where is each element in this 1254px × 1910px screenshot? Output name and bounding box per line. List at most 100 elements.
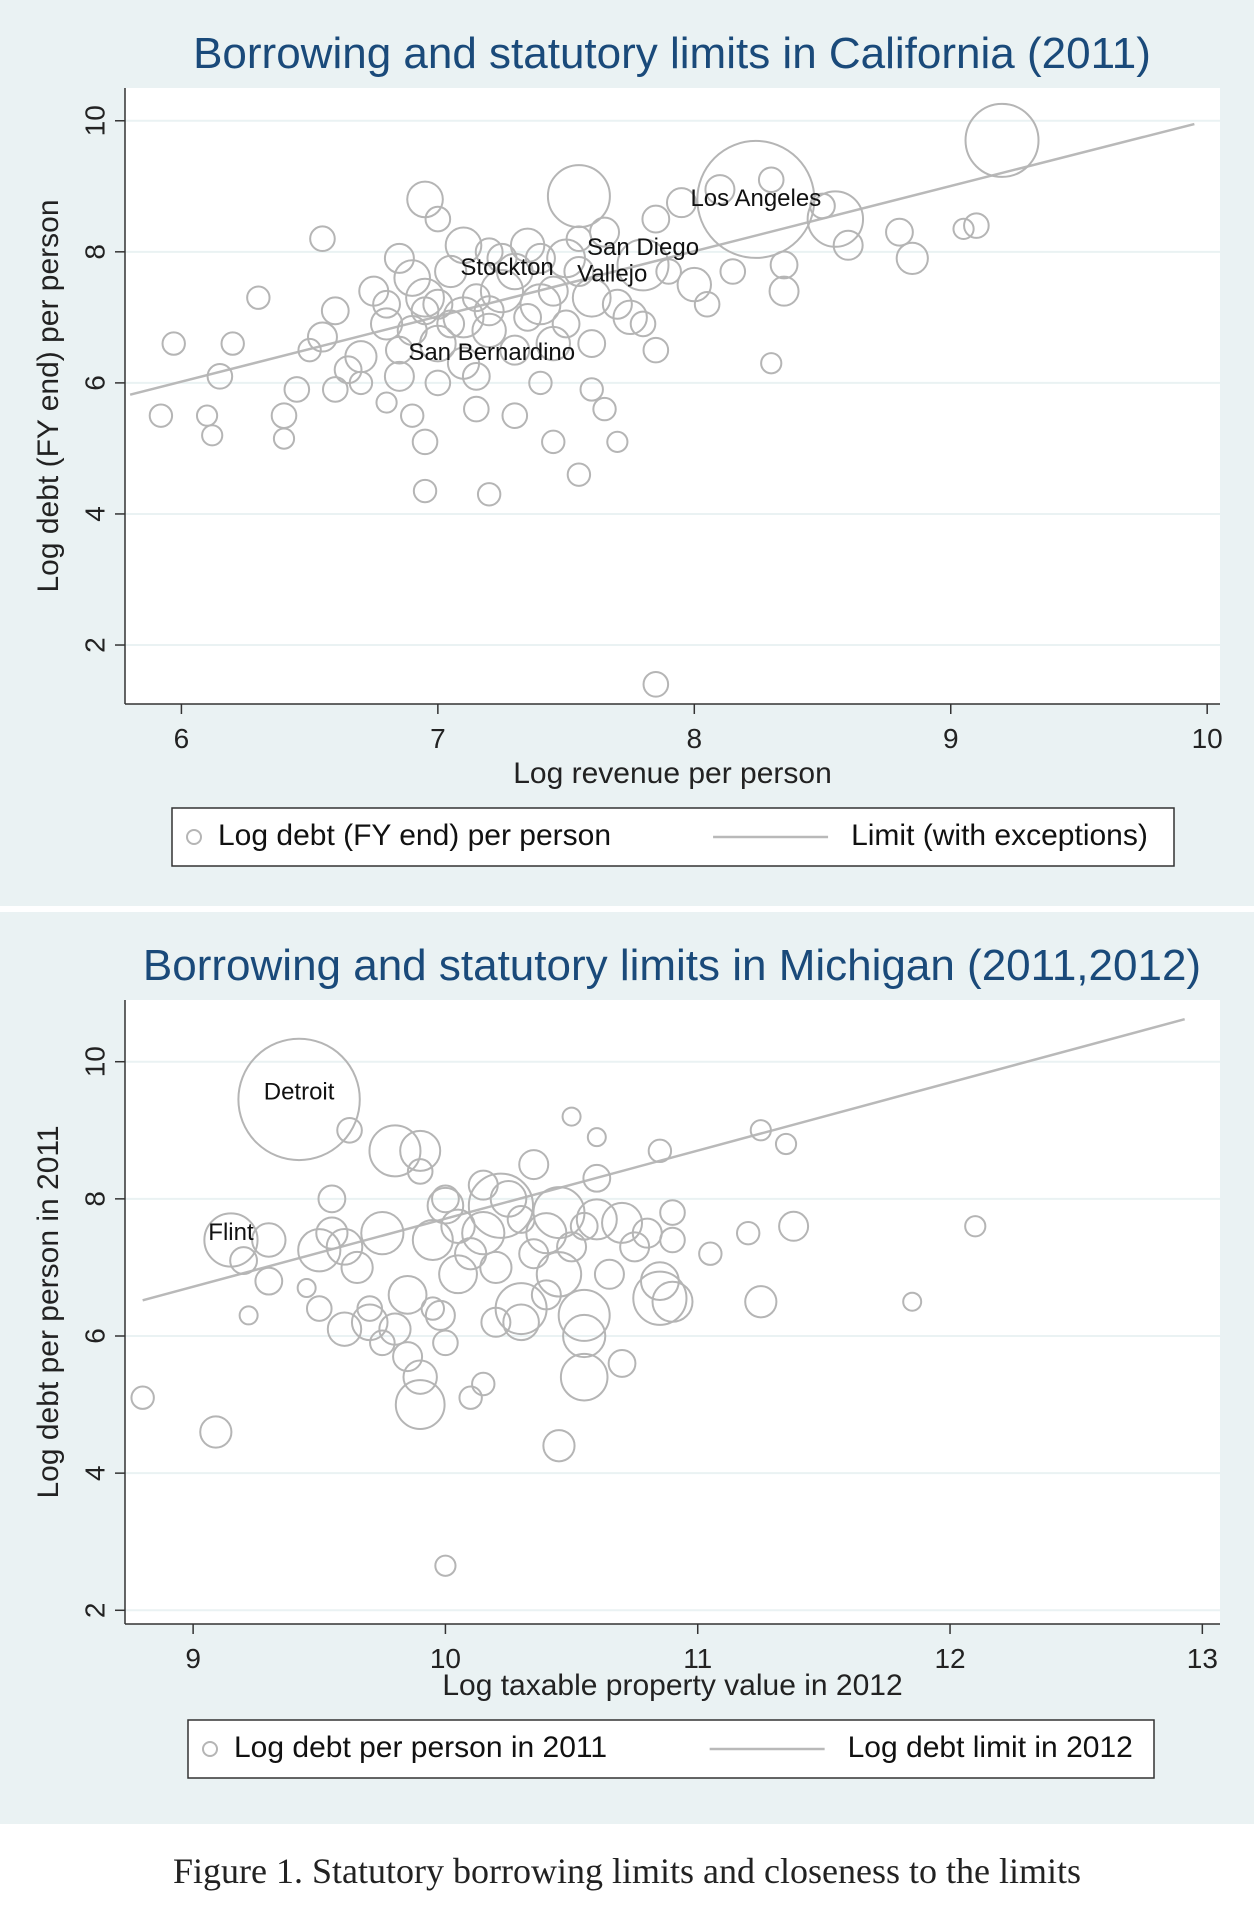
- data-point: [518, 1238, 550, 1270]
- data-point: [461, 361, 491, 391]
- data-point: [206, 363, 234, 390]
- data-point: [502, 1303, 540, 1342]
- data-point: [297, 1228, 342, 1273]
- data-point: [744, 1285, 778, 1319]
- data-point: [719, 258, 747, 285]
- legend-entry: Log debt (FY end) per person: [218, 819, 611, 852]
- point-annotation: Vallejo: [577, 260, 647, 287]
- data-point: [220, 331, 245, 356]
- data-point: [411, 1219, 454, 1261]
- data-point: [384, 335, 414, 365]
- point-annotation: Stockton: [460, 254, 553, 281]
- figure-caption: Figure 1. Statutory borrowing limits and…: [173, 1851, 1081, 1891]
- data-point: [832, 229, 864, 261]
- point-annotation: San Diego: [587, 234, 699, 261]
- data-point: [757, 166, 785, 194]
- data-point: [513, 302, 543, 332]
- data-point: [647, 1138, 673, 1164]
- data-point: [655, 258, 682, 285]
- data-point: [641, 204, 671, 234]
- x-axis-label: Log revenue per person: [513, 757, 832, 790]
- y-tick-label: 10: [79, 105, 110, 136]
- data-point: [528, 370, 553, 396]
- data-point: [405, 277, 445, 318]
- data-point: [735, 1220, 761, 1246]
- data-point: [426, 1186, 465, 1225]
- data-point: [486, 242, 518, 274]
- data-point: [592, 396, 617, 422]
- data-point: [542, 1429, 576, 1463]
- data-point: [315, 1216, 349, 1250]
- data-point: [461, 283, 491, 313]
- x-tick-label: 13: [1187, 1643, 1218, 1674]
- data-point: [306, 321, 338, 353]
- data-point: [575, 1198, 618, 1241]
- data-point: [440, 1208, 476, 1244]
- legend-entry: Log debt limit in 2012: [848, 1731, 1133, 1764]
- data-point: [246, 285, 271, 310]
- data-point: [251, 1222, 287, 1258]
- data-point: [336, 1116, 363, 1144]
- data-point: [566, 462, 592, 487]
- data-point: [557, 1288, 611, 1342]
- x-tick-label: 11: [683, 1643, 712, 1674]
- data-point: [506, 1205, 536, 1234]
- data-point: [499, 334, 531, 366]
- data-point: [616, 238, 670, 292]
- data-point: [749, 1119, 772, 1142]
- y-tick-label: 10: [79, 1046, 110, 1077]
- data-point: [199, 1415, 233, 1449]
- y-axis-label: Log debt per person in 2011: [32, 1125, 65, 1498]
- data-point: [778, 1210, 810, 1242]
- limit-line: [142, 1017, 1186, 1302]
- legend-marker-circle: [186, 829, 202, 845]
- data-point: [501, 402, 529, 429]
- data-point: [305, 1295, 333, 1322]
- data-point: [964, 102, 1040, 178]
- data-point: [394, 1379, 446, 1430]
- data-point: [424, 369, 452, 397]
- point-annotation: Detroit: [264, 1078, 335, 1105]
- data-point: [561, 1106, 582, 1127]
- limit-line: [129, 122, 1195, 396]
- data-point: [411, 428, 439, 456]
- data-point: [651, 1280, 694, 1323]
- x-tick-label: 12: [934, 1643, 965, 1674]
- data-point: [524, 242, 556, 274]
- data-point: [607, 1349, 637, 1378]
- plot-area: [125, 88, 1220, 704]
- data-point: [471, 1371, 496, 1397]
- x-tick-label: 8: [687, 723, 703, 754]
- legend-entry: Log debt per person in 2011: [234, 1731, 607, 1764]
- data-point: [434, 1554, 457, 1577]
- data-point: [696, 139, 816, 259]
- data-point: [467, 1172, 535, 1239]
- data-point: [431, 1184, 460, 1214]
- data-point: [642, 671, 670, 698]
- data-point: [320, 296, 350, 326]
- data-point: [375, 391, 398, 414]
- data-point: [372, 289, 401, 319]
- data-point: [537, 275, 569, 307]
- x-tick-label: 9: [185, 1643, 201, 1674]
- point-annotation: Flint: [208, 1219, 254, 1246]
- data-point: [340, 1250, 374, 1285]
- y-tick-label: 4: [79, 506, 110, 522]
- data-point: [885, 217, 914, 247]
- data-point: [130, 1385, 155, 1410]
- data-point: [387, 1274, 428, 1315]
- data-point: [461, 1211, 506, 1256]
- y-tick-label: 4: [79, 1465, 110, 1481]
- data-point: [629, 310, 657, 338]
- data-point: [565, 225, 593, 253]
- data-point: [471, 312, 507, 349]
- data-point: [964, 1215, 987, 1238]
- data-point: [309, 225, 336, 253]
- point-annotation: San Bernardino: [408, 339, 575, 366]
- data-point: [272, 427, 296, 450]
- data-point: [476, 482, 502, 507]
- data-point: [952, 217, 975, 240]
- data-point: [769, 250, 799, 280]
- data-point: [760, 352, 783, 375]
- y-tick-label: 8: [79, 244, 110, 260]
